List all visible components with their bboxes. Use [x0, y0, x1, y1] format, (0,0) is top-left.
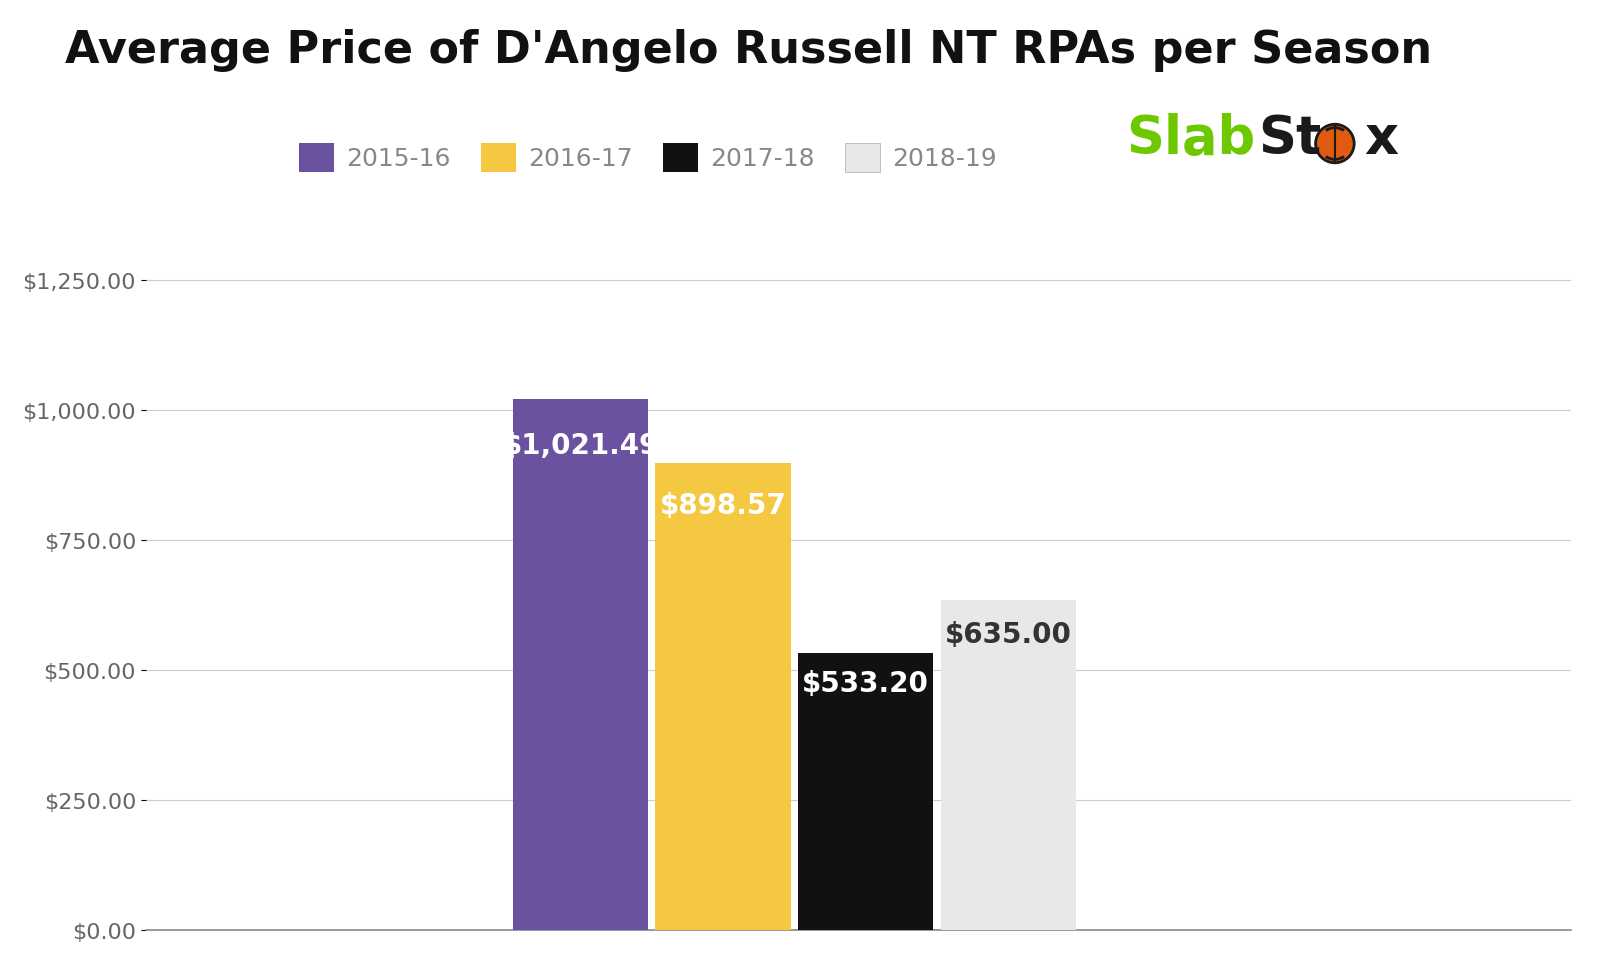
- Text: $533.20: $533.20: [802, 670, 930, 698]
- Text: $635.00: $635.00: [944, 620, 1072, 648]
- Bar: [799, 653, 933, 930]
- Text: $898.57: $898.57: [659, 491, 787, 519]
- Bar: [514, 399, 648, 930]
- Bar: [941, 600, 1076, 930]
- Text: Average Price of D'Angelo Russell NT RPAs per Season: Average Price of D'Angelo Russell NT RPA…: [65, 29, 1432, 72]
- Bar: [656, 463, 791, 930]
- Circle shape: [1315, 125, 1354, 164]
- Legend: 2015-16, 2016-17, 2017-18, 2018-19: 2015-16, 2016-17, 2017-18, 2018-19: [288, 134, 1008, 182]
- Text: $1,021.49: $1,021.49: [502, 431, 659, 459]
- Text: x: x: [1364, 113, 1398, 166]
- Text: St: St: [1259, 113, 1322, 166]
- Text: Slab: Slab: [1126, 113, 1256, 166]
